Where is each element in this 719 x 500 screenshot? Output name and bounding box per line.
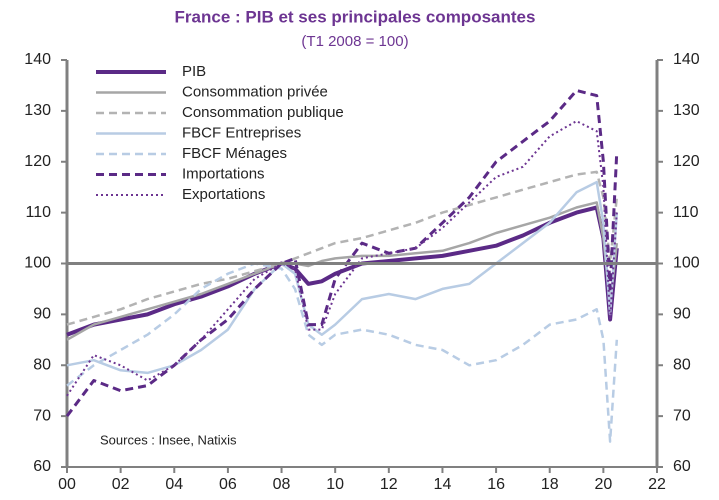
y2-tick-label: 60 <box>673 458 691 475</box>
legend-label: Exportations <box>182 186 265 203</box>
y-tick-label: 60 <box>33 458 51 475</box>
y2-tick-label: 140 <box>673 51 700 68</box>
y2-tick-label: 110 <box>673 204 699 221</box>
y2-tick-label: 80 <box>673 356 691 373</box>
x-tick-label: 02 <box>112 476 130 493</box>
y2-tick-label: 100 <box>673 255 700 272</box>
x-tick-label: 06 <box>219 476 237 493</box>
legend-label: PIB <box>182 63 206 80</box>
y-tick-label: 80 <box>33 356 51 373</box>
x-tick-label: 16 <box>487 476 505 493</box>
x-tick-label: 20 <box>594 476 612 493</box>
y2-tick-label: 120 <box>673 153 700 170</box>
annotation: Sources : Insee, Natixis <box>100 432 237 447</box>
x-tick-label: 10 <box>326 476 344 493</box>
y-tick-label: 70 <box>33 407 51 424</box>
legend-label: Consommation publique <box>182 104 344 121</box>
x-tick-label: 08 <box>273 476 291 493</box>
y-tick-label: 140 <box>24 51 51 68</box>
x-tick-label: 18 <box>541 476 559 493</box>
series-line <box>66 262 619 443</box>
x-tick-label: 14 <box>434 476 452 493</box>
y2-tick-label: 130 <box>673 102 700 119</box>
x-tick-label: 22 <box>648 476 666 493</box>
series-line <box>65 89 619 418</box>
legend-label: FBCF Entreprises <box>182 124 301 141</box>
y-tick-label: 110 <box>25 204 51 221</box>
legend-label: Consommation privée <box>182 83 328 100</box>
y-tick-label: 130 <box>24 102 51 119</box>
y-tick-label: 100 <box>24 255 51 272</box>
x-tick-label: 00 <box>58 476 76 493</box>
series-line <box>66 201 619 341</box>
legend-label: Importations <box>182 165 265 182</box>
series-line <box>66 205 619 337</box>
x-tick-label: 04 <box>165 476 183 493</box>
y-tick-label: 120 <box>24 153 51 170</box>
x-tick-label: 12 <box>380 476 398 493</box>
chart-title: France : PIB et ses principales composan… <box>175 7 536 26</box>
y2-tick-label: 90 <box>673 306 691 323</box>
legend-label: FBCF Ménages <box>182 145 287 162</box>
y-tick-label: 90 <box>33 306 51 323</box>
series-line <box>66 180 619 375</box>
chart-subtitle: (T1 2008 = 100) <box>301 33 408 50</box>
series-line <box>66 170 619 326</box>
series-line <box>66 120 618 397</box>
y2-tick-label: 70 <box>673 407 691 424</box>
